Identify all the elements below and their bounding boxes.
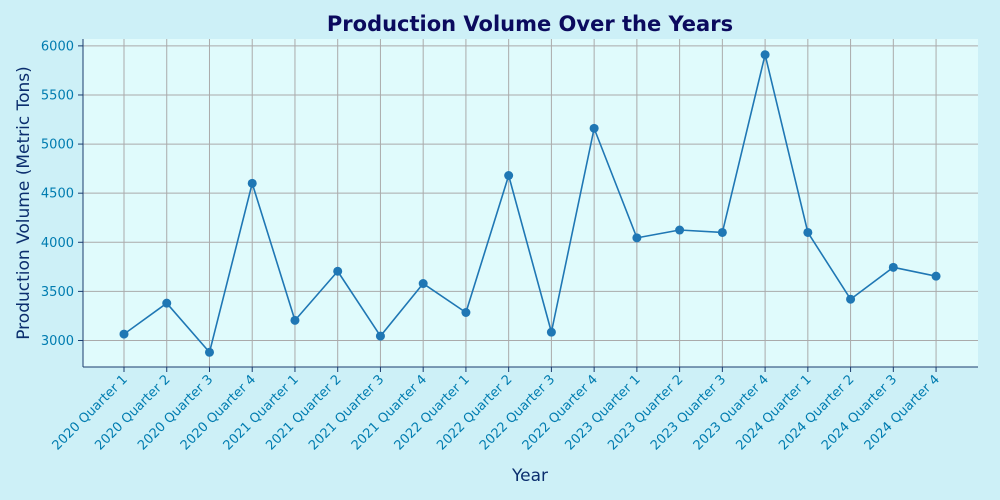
y-tick-label: 4500	[41, 187, 74, 202]
data-point	[717, 227, 727, 237]
y-tick-label: 5500	[41, 88, 74, 103]
x-tick-label: 2023 Quarter 3	[648, 372, 729, 453]
x-tick-label: 2020 Quarter 1	[50, 372, 131, 453]
x-tick-label: 2022 Quarter 1	[392, 372, 473, 453]
plot-area	[83, 39, 978, 367]
data-point	[675, 225, 685, 235]
chart-title: Production Volume Over the Years	[327, 12, 733, 36]
data-point	[119, 329, 129, 339]
series-line	[123, 53, 937, 354]
x-tick-label: 2021 Quarter 2	[263, 372, 344, 453]
data-point	[846, 294, 856, 304]
y-tick-label: 3000	[41, 334, 74, 349]
y-tick-label: 6000	[41, 39, 74, 54]
x-tick-label: 2020 Quarter 3	[135, 372, 216, 453]
data-point	[247, 178, 257, 188]
x-tick-label: 2023 Quarter 1	[563, 372, 644, 453]
data-point	[888, 262, 898, 272]
y-tick-label: 3500	[41, 285, 74, 300]
data-point	[418, 279, 428, 289]
x-tick-label: 2022 Quarter 3	[477, 372, 558, 453]
y-tick-label: 5000	[41, 138, 74, 153]
x-tick-label: 2024 Quarter 3	[819, 372, 900, 453]
y-tick-label: 4000	[41, 236, 74, 251]
data-point	[760, 50, 770, 60]
data-point	[589, 123, 599, 133]
x-tick-label: 2024 Quarter 4	[862, 372, 943, 453]
data-point	[546, 327, 556, 337]
data-point	[803, 227, 813, 237]
x-tick-label: 2024 Quarter 2	[776, 372, 857, 453]
data-point	[333, 266, 343, 276]
x-tick-label: 2024 Quarter 1	[733, 372, 814, 453]
x-tick-label: 2020 Quarter 4	[178, 372, 259, 453]
x-tick-label: 2021 Quarter 1	[221, 372, 302, 453]
data-point	[931, 271, 941, 281]
x-tick-label: 2022 Quarter 2	[434, 372, 515, 453]
axes	[78, 39, 978, 372]
data-point	[162, 298, 172, 308]
data-point	[375, 331, 385, 341]
data-point	[504, 171, 514, 181]
data-point	[632, 233, 642, 243]
y-axis-title: Production Volume (Metric Tons)	[14, 66, 34, 340]
x-tick-label: 2021 Quarter 4	[349, 372, 430, 453]
grid	[83, 39, 978, 367]
x-tick-label: 2020 Quarter 2	[92, 372, 173, 453]
data-point	[204, 347, 214, 357]
x-tick-label: 2023 Quarter 2	[605, 372, 686, 453]
series-production-volume	[119, 50, 941, 357]
data-point	[290, 315, 300, 325]
data-point	[461, 307, 471, 317]
x-tick-label: 2021 Quarter 3	[306, 372, 387, 453]
x-tick-label: 2022 Quarter 4	[520, 372, 601, 453]
x-axis-title: Year	[511, 466, 548, 486]
x-tick-label: 2023 Quarter 4	[691, 372, 772, 453]
